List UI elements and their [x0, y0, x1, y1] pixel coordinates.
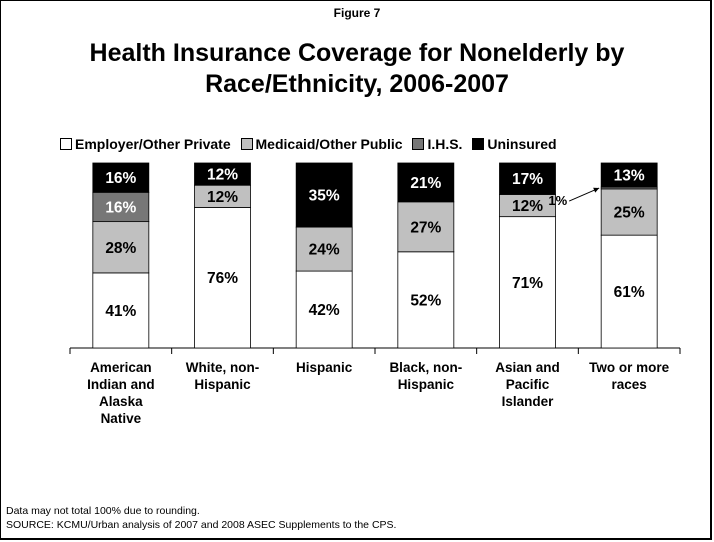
legend-item-ihs: I.H.S.	[412, 136, 462, 152]
category-label: Two or more	[589, 360, 669, 375]
legend-label-ihs: I.H.S.	[427, 136, 463, 152]
data-label-private: 61%	[614, 284, 645, 301]
category-label: Hispanic	[194, 377, 251, 392]
legend-swatch-private	[60, 138, 72, 150]
category-label: White, non-	[186, 360, 259, 375]
bar-segment-public	[397, 201, 455, 253]
bar-segment-private	[499, 216, 556, 349]
category-label: races	[612, 377, 647, 392]
category-label: Alaska	[99, 394, 143, 409]
data-label-private: 52%	[410, 292, 441, 309]
data-label-public: 25%	[614, 205, 645, 222]
category-label: American	[90, 360, 152, 375]
category-label: Hispanic	[296, 360, 353, 375]
category-label: Asian and	[495, 360, 560, 375]
bar-segment-private	[194, 206, 251, 349]
bar-segment-uninsured	[92, 162, 150, 193]
category-label: Hispanic	[398, 377, 455, 392]
data-label-uninsured: 17%	[512, 171, 543, 188]
figure-label: Figure 7	[333, 6, 381, 20]
legend-label-uninsured: Uninsured	[487, 136, 557, 152]
bar-segment-private	[600, 234, 658, 349]
legend-label-public: Medicaid/Other Public	[255, 136, 403, 152]
bar-segment-uninsured	[600, 162, 658, 188]
data-label-public: 12%	[512, 198, 543, 215]
annotation-label: 1%	[548, 193, 567, 208]
data-label-ihs: 16%	[105, 199, 136, 216]
data-label-private: 71%	[512, 275, 543, 292]
bar-segment-uninsured	[295, 162, 353, 228]
data-label-private: 76%	[207, 270, 238, 287]
bar-segment-uninsured	[194, 162, 251, 186]
annotation-arrowhead	[593, 187, 600, 193]
category-label: Black, non-	[389, 360, 462, 375]
data-label-uninsured: 13%	[614, 168, 645, 185]
category-label: Islander	[502, 394, 555, 409]
data-label-uninsured: 16%	[105, 170, 136, 187]
data-label-private: 41%	[105, 303, 136, 320]
legend-item-private: Employer/Other Private	[60, 136, 231, 152]
legend-swatch-ihs	[412, 138, 425, 150]
bar-segment-public	[295, 226, 353, 272]
legend-swatch-uninsured	[472, 138, 485, 150]
data-label-private: 42%	[309, 302, 340, 319]
category-label: Indian and	[87, 377, 155, 392]
annotation-arrow	[568, 187, 600, 202]
legend-swatch-public	[240, 138, 253, 150]
source-note: SOURCE: KCMU/Urban analysis of 2007 and …	[6, 519, 397, 531]
data-label-uninsured: 21%	[410, 175, 441, 192]
bar-segment-ihs	[92, 191, 150, 223]
bar-segment-uninsured	[397, 162, 455, 203]
data-label-public: 12%	[207, 189, 238, 206]
data-label-public: 28%	[105, 240, 136, 257]
legend-item-uninsured: Uninsured	[472, 136, 557, 152]
footnote: Data may not total 100% due to rounding.	[6, 505, 200, 517]
data-label-public: 27%	[410, 219, 441, 236]
chart-title-line-1: Health Insurance Coverage for Nonelderly…	[89, 39, 625, 67]
legend-label-private: Employer/Other Private	[75, 136, 231, 152]
bar-segment-public	[92, 221, 150, 274]
legend-item-public: Medicaid/Other Public	[240, 136, 403, 152]
bar-segment-uninsured	[499, 162, 556, 195]
bar-segment-private	[92, 272, 150, 349]
data-label-uninsured: 35%	[309, 188, 340, 205]
bar-segment-private	[295, 270, 353, 349]
chart-title-line-2: Race/Ethnicity, 2006-2007	[205, 70, 509, 98]
chart-title: Health Insurance Coverage for Nonelderly…	[40, 38, 674, 100]
legend: Employer/Other Private Medicaid/Other Pu…	[60, 136, 660, 152]
bar-segment-private	[397, 251, 455, 349]
category-label: Pacific	[506, 377, 550, 392]
bar-segment-public	[600, 188, 658, 236]
data-label-public: 24%	[309, 242, 340, 259]
category-label: Native	[101, 411, 142, 426]
data-label-uninsured: 12%	[207, 167, 238, 184]
